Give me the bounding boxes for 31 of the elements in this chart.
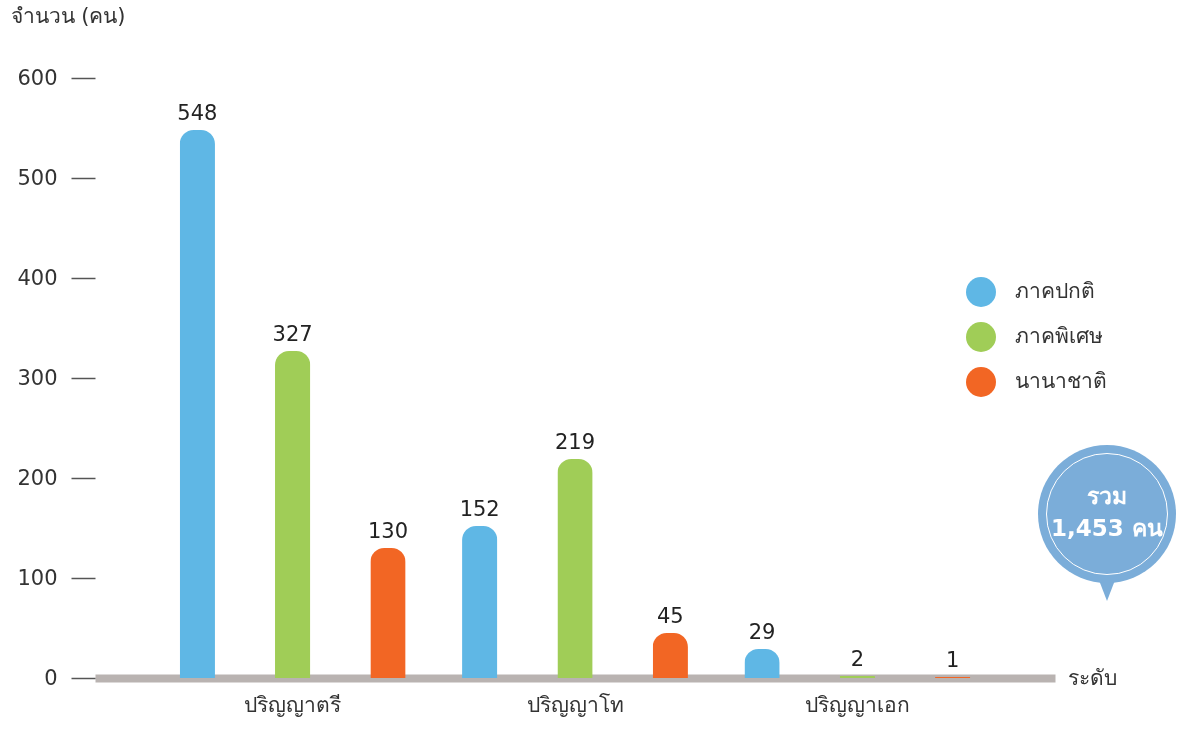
x-tick-label: ปริญญาเอก [804, 692, 910, 717]
bar [557, 459, 593, 678]
y-tick-label: 600 [17, 65, 58, 90]
x-axis-title: ระดับ [1067, 665, 1117, 690]
data-label: 548 [177, 101, 218, 125]
y-axis-title: จำนวน (คน) [10, 3, 126, 28]
x-tick-label: ปริญญาตรี [244, 692, 342, 717]
legend-label: นานาชาติ [1015, 369, 1107, 393]
bar [462, 526, 498, 678]
bar [370, 548, 406, 678]
y-tick-label: 300 [17, 365, 58, 390]
data-label: 45 [656, 604, 684, 628]
data-label: 219 [554, 430, 596, 454]
y-tick-label: 200 [17, 465, 58, 490]
annotation: รวม 1,453 คน [1050, 482, 1164, 543]
bar [652, 633, 688, 678]
data-label: 152 [459, 497, 500, 521]
y-tick-label: 0 [44, 665, 58, 690]
y-tick-label: 100 [17, 565, 58, 590]
legend-label: ภาคพิเศษ [1015, 324, 1103, 348]
bar [275, 351, 311, 678]
x-tick-label: ปริญญาโท [526, 692, 624, 717]
data-label: 130 [367, 519, 408, 543]
bar [179, 130, 215, 678]
data-label: 327 [272, 322, 313, 346]
y-tick-label: 400 [17, 265, 58, 290]
legend-label: ภาคปกติ [1015, 279, 1095, 303]
data-label: 2 [850, 647, 865, 671]
data-label: 29 [748, 620, 776, 644]
data-label: 1 [945, 648, 960, 672]
y-tick-label: 500 [17, 165, 58, 190]
